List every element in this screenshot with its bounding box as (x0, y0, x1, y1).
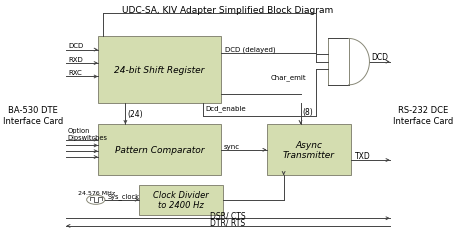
Text: sync: sync (223, 143, 239, 149)
Text: Dcd_enable: Dcd_enable (205, 105, 245, 112)
Bar (327, 39, 348, 85)
Text: RXD: RXD (68, 57, 83, 63)
Text: TXD: TXD (354, 152, 370, 161)
Text: Pattern Comparator: Pattern Comparator (115, 146, 204, 155)
Bar (98, 125, 221, 176)
Text: Async
Transmitter: Async Transmitter (282, 140, 334, 160)
Text: DCD: DCD (68, 43, 83, 49)
Text: DCD: DCD (371, 53, 388, 62)
Text: Option
Dipswitches: Option Dipswitches (67, 128, 107, 141)
Bar (389, 0, 455, 231)
Text: (8): (8) (302, 108, 313, 116)
Text: UDC-SA, KIV Adapter Simplified Block Diagram: UDC-SA, KIV Adapter Simplified Block Dia… (122, 6, 333, 15)
Text: (24): (24) (127, 110, 143, 119)
Bar (139, 185, 223, 215)
Text: 24.576 MHz: 24.576 MHz (77, 190, 114, 195)
Text: Clock Divider
to 2400 Hz: Clock Divider to 2400 Hz (153, 190, 209, 210)
Text: BA-530 DTE
Interface Card: BA-530 DTE Interface Card (3, 106, 63, 125)
Text: DTR/ RTS: DTR/ RTS (210, 218, 245, 227)
Bar (0, 0, 66, 231)
Text: DSR/ CTS: DSR/ CTS (210, 210, 245, 219)
Text: Sys_clock: Sys_clock (107, 193, 139, 200)
Text: RS-232 DCE
Interface Card: RS-232 DCE Interface Card (392, 106, 452, 125)
Text: Char_emit: Char_emit (270, 74, 306, 81)
Text: RXC: RXC (68, 70, 82, 76)
Bar (98, 37, 221, 104)
Text: DCD (delayed): DCD (delayed) (224, 46, 275, 53)
Text: 24-bit Shift Register: 24-bit Shift Register (114, 66, 204, 75)
Bar (266, 125, 350, 176)
